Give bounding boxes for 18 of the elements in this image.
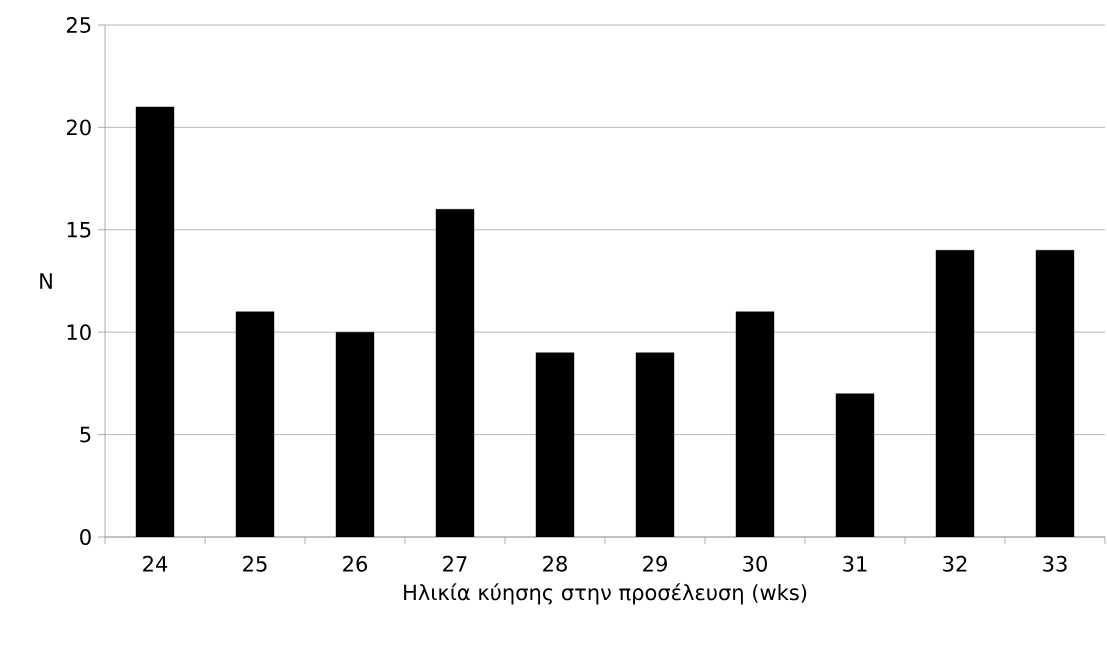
y-axis-title: N <box>40 273 52 289</box>
x-axis-title: Ηλικία κύησης στην προσέλευση (wks) <box>404 583 807 605</box>
x-tick-label: 26 <box>343 555 368 572</box>
y-tick-label: 0 <box>80 529 91 545</box>
x-tick-label: 24 <box>143 555 168 572</box>
x-tick-label: 29 <box>643 555 667 572</box>
x-tick-label: 25 <box>243 555 267 572</box>
x-tick-label: 30 <box>743 555 767 572</box>
y-tick-label: 25 <box>66 17 91 33</box>
y-tick-label: 10 <box>67 324 91 341</box>
x-tick-label: 28 <box>543 555 567 572</box>
y-tick-label: 5 <box>80 426 91 443</box>
x-tick-label: 31 <box>843 555 867 572</box>
y-tick-label: 20 <box>66 119 91 136</box>
x-tick-label: 27 <box>443 555 467 572</box>
x-tick-label: 32 <box>943 555 967 572</box>
x-tick-label: 33 <box>1043 555 1067 572</box>
y-tick-label: 15 <box>67 221 91 238</box>
